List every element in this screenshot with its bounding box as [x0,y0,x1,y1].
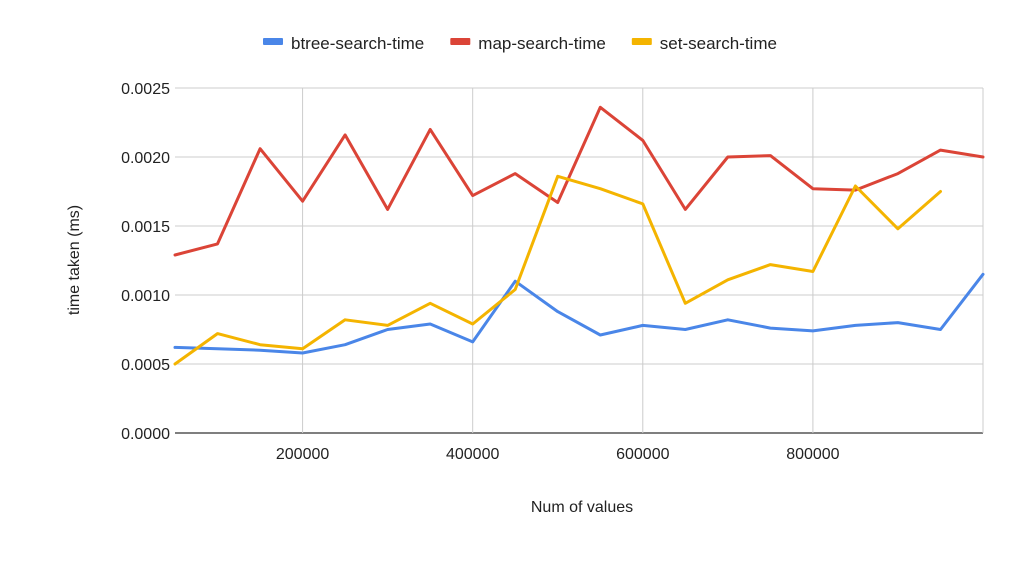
y-axis-ticks: 0.0000 0.0005 0.0010 0.0015 0.0020 0.0025 [121,81,170,443]
set-search-time-line [173,174,942,366]
legend-label: set-search-time [660,34,777,53]
grid [175,87,984,434]
legend-item: btree-search-time [263,34,424,53]
legend-label: btree-search-time [291,34,424,53]
y-tick-label: 0.0020 [121,150,170,167]
legend-swatch [450,38,471,45]
x-axis-ticks: 200000 400000 600000 800000 [276,446,840,463]
map-search-time-line [173,105,985,257]
legend-swatch [263,38,283,45]
x-tick-label: 200000 [276,446,329,463]
y-tick-label: 0.0000 [121,426,170,443]
series-lines [173,105,985,366]
legend-item: set-search-time [631,34,777,53]
y-tick-label: 0.0025 [121,81,170,98]
legend-swatch [631,38,652,45]
x-axis-title: Num of values [531,499,633,516]
legend-label: map-search-time [478,34,606,53]
x-tick-label: 600000 [616,446,669,463]
x-tick-label: 400000 [446,446,499,463]
y-tick-label: 0.0015 [121,219,170,236]
legend: btree-search-time map-search-time set-sear… [263,34,777,53]
btree-search-time-line [173,272,985,355]
y-axis-title: time taken (ms) [66,205,83,315]
y-tick-label: 0.0005 [121,357,170,374]
x-tick-label: 800000 [786,446,839,463]
y-tick-label: 0.0010 [121,288,170,305]
legend-item: map-search-time [450,34,606,53]
